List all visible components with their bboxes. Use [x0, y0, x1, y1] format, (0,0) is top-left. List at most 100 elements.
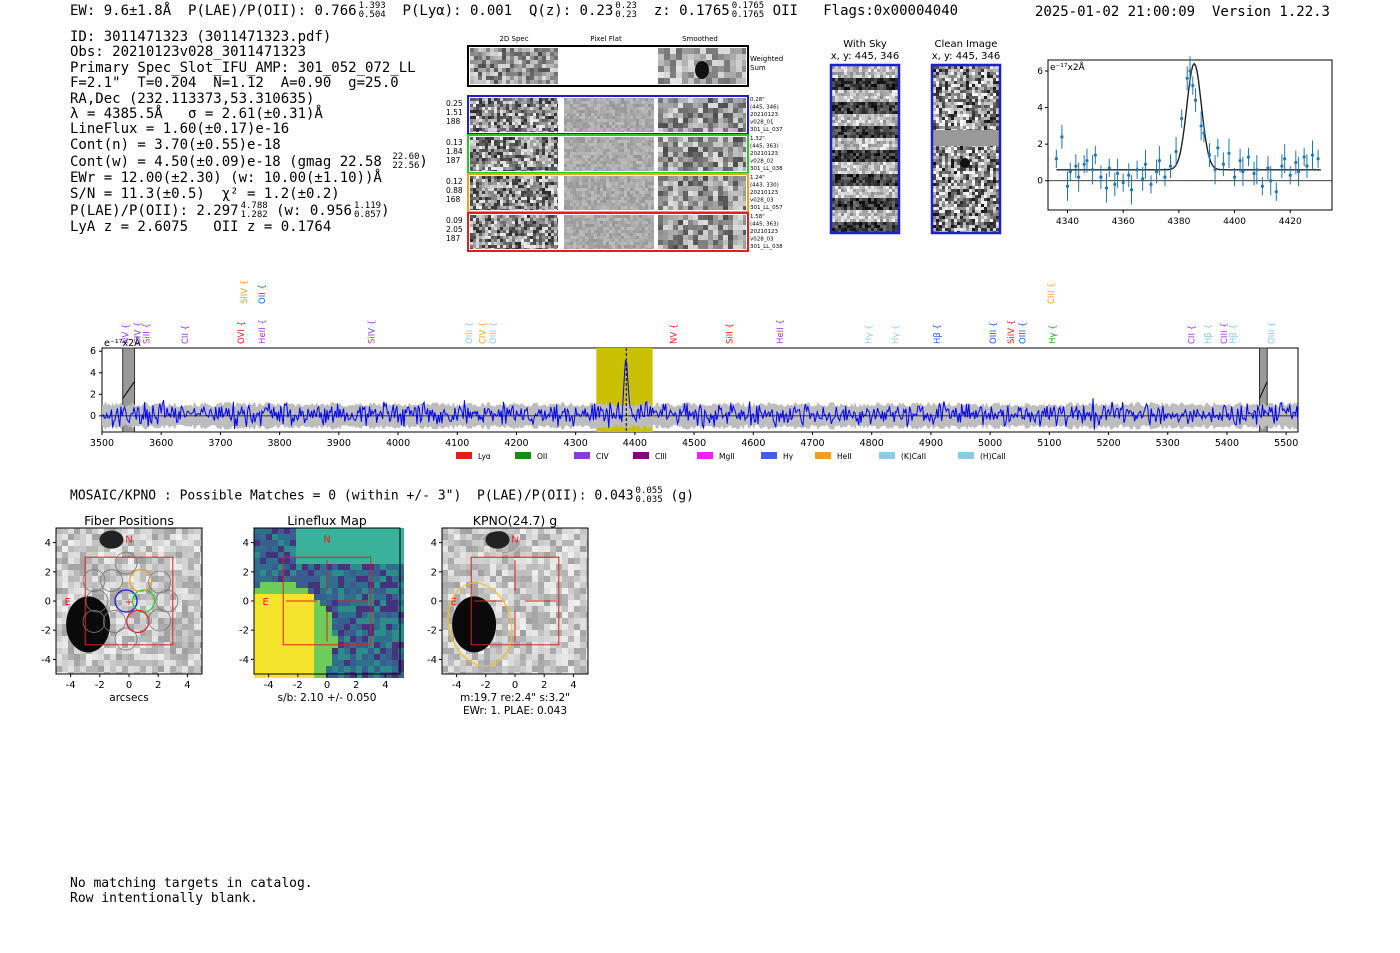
- noise-pixel: [658, 230, 663, 235]
- sky-pixel: [865, 195, 868, 198]
- sky-pixel: [838, 90, 841, 93]
- sky-pixel: [847, 186, 850, 189]
- noise-pixel: [533, 110, 536, 113]
- noise-pixel: [597, 176, 600, 179]
- sky-pixel: [856, 153, 859, 156]
- sky-pixel: [880, 183, 883, 186]
- sky-pixel: [883, 201, 886, 204]
- noise-pixel: [500, 98, 503, 101]
- noise-pixel: [524, 164, 527, 167]
- noise-pixel: [470, 176, 473, 179]
- sky-pixel: [883, 150, 886, 153]
- noise-pixel: [491, 104, 494, 107]
- noise-pixel: [600, 200, 603, 203]
- noise-pixel: [733, 230, 738, 235]
- noise-pixel: [527, 137, 530, 140]
- noise-pixel: [488, 101, 491, 104]
- sky-pixel: [847, 123, 850, 126]
- noise-pixel: [582, 158, 585, 161]
- noise-pixel: [530, 56, 534, 60]
- noise-pixel: [527, 188, 530, 191]
- noise-pixel: [621, 224, 624, 227]
- sky-pixel: [874, 210, 877, 213]
- noise-pixel: [615, 242, 618, 245]
- noise-pixel: [545, 191, 548, 194]
- noise-pixel: [497, 188, 500, 191]
- noise-pixel: [693, 235, 698, 240]
- noise-pixel: [564, 113, 567, 116]
- noise-pixel: [648, 182, 651, 185]
- sky-pixel: [889, 222, 892, 225]
- sky-pixel: [856, 192, 859, 195]
- noise-pixel: [515, 197, 518, 200]
- noise-pixel: [706, 48, 712, 54]
- noise-pixel: [582, 248, 585, 249]
- noise-pixel: [557, 197, 558, 200]
- noise-pixel: [585, 149, 588, 152]
- noise-pixel: [524, 215, 527, 218]
- noise-pixel: [683, 167, 688, 171]
- noise-pixel: [564, 203, 567, 206]
- noise-pixel: [479, 137, 482, 140]
- noise-pixel: [582, 230, 585, 233]
- noise-pixel: [683, 123, 688, 128]
- sky-pixel: [862, 192, 865, 195]
- noise-pixel: [551, 164, 554, 167]
- noise-pixel: [651, 188, 654, 191]
- sky-pixel: [835, 66, 838, 69]
- sky-pixel: [847, 132, 850, 135]
- sky-pixel: [868, 138, 871, 141]
- noise-pixel: [494, 236, 497, 239]
- noise-pixel: [624, 200, 627, 203]
- noise-pixel: [624, 170, 627, 171]
- sky-pixel: [853, 204, 856, 207]
- noise-pixel: [618, 167, 621, 170]
- noise-pixel: [648, 143, 651, 146]
- noise-pixel: [693, 157, 698, 162]
- noise-pixel: [693, 240, 698, 245]
- noise-pixel: [627, 239, 630, 242]
- sky-pixel: [835, 135, 838, 138]
- noise-pixel: [664, 48, 670, 54]
- noise-pixel: [542, 200, 545, 203]
- noise-pixel: [579, 128, 582, 131]
- noise-pixel: [663, 118, 668, 123]
- noise-pixel: [545, 155, 548, 158]
- noise-pixel: [733, 128, 738, 132]
- noise-pixel: [612, 116, 615, 119]
- noise-pixel: [530, 164, 533, 167]
- noise-pixel: [524, 158, 527, 161]
- sky-pixel: [847, 216, 850, 219]
- noise-pixel: [570, 209, 573, 210]
- noise-pixel: [606, 158, 609, 161]
- noise-pixel: [663, 240, 668, 245]
- noise-pixel: [545, 167, 548, 170]
- sky-pixel: [865, 117, 868, 120]
- noise-pixel: [582, 218, 585, 221]
- noise-pixel: [618, 110, 621, 113]
- noise-pixel: [615, 248, 618, 249]
- noise-pixel: [557, 191, 558, 194]
- noise-pixel: [597, 131, 600, 132]
- noise-pixel: [498, 60, 502, 64]
- noise-pixel: [658, 162, 663, 167]
- noise-pixel: [658, 66, 664, 72]
- noise-pixel: [708, 167, 713, 171]
- noise-pixel: [612, 224, 615, 227]
- noise-pixel: [651, 128, 654, 131]
- noise-pixel: [542, 60, 546, 64]
- noise-pixel: [536, 224, 539, 227]
- noise-pixel: [651, 149, 654, 152]
- noise-pixel: [539, 218, 542, 221]
- noise-pixel: [639, 155, 642, 158]
- sky-pixel: [859, 159, 862, 162]
- noise-pixel: [733, 196, 738, 201]
- noise-pixel: [527, 158, 530, 161]
- sky-pixel: [889, 96, 892, 99]
- noise-pixel: [594, 143, 597, 146]
- noise-pixel: [527, 155, 530, 158]
- cutout-row-stat: 0.13: [446, 138, 463, 147]
- sky-pixel: [844, 201, 847, 204]
- noise-pixel: [594, 218, 597, 221]
- noise-pixel: [546, 60, 550, 64]
